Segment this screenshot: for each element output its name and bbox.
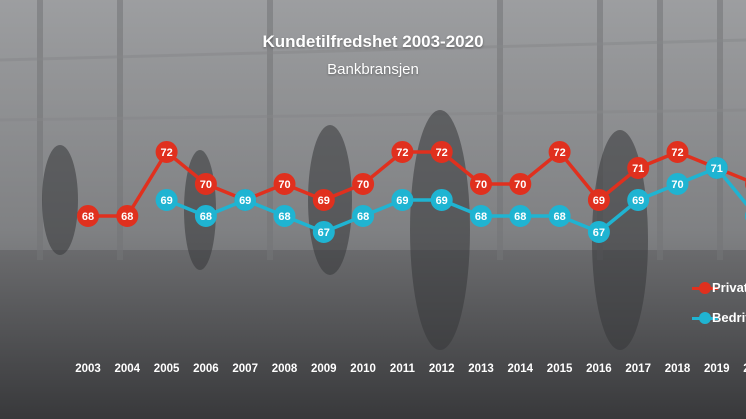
- x-tick-label: 2015: [547, 363, 573, 375]
- x-tick-label: 2016: [586, 363, 612, 375]
- data-point-business: [430, 189, 453, 211]
- data-label-business: 68: [278, 211, 290, 223]
- data-point-business: [470, 205, 492, 227]
- data-label-business: 67: [318, 227, 330, 239]
- data-label-business: 69: [632, 195, 644, 207]
- data-label-private: 70: [278, 179, 290, 191]
- chart-subtitle: Bankbransjen: [327, 61, 419, 78]
- data-label-business: 68: [475, 211, 487, 223]
- data-point-private: [548, 141, 571, 163]
- data-point-private: [194, 173, 217, 195]
- x-tick-label: 2018: [665, 363, 691, 375]
- x-tick-label: 2008: [272, 363, 298, 375]
- data-label-business: 69: [436, 195, 448, 207]
- data-label-business: 67: [593, 227, 605, 239]
- data-point-private: [470, 173, 492, 195]
- data-label-private: 69: [318, 195, 330, 207]
- data-point-business: [705, 157, 728, 179]
- data-point-private: [587, 189, 610, 211]
- data-point-business: [352, 205, 375, 227]
- data-point-private: [509, 173, 532, 195]
- data-label-private: 68: [82, 211, 94, 223]
- x-tick-label: 2011: [390, 363, 416, 375]
- data-label-private: 72: [553, 147, 565, 159]
- x-tick-label: 2019: [704, 363, 730, 375]
- data-point-business: [194, 205, 217, 227]
- data-point-private: [155, 141, 178, 163]
- series-line-business: [165, 166, 746, 234]
- data-label-business: 69: [396, 195, 408, 207]
- data-point-private: [627, 157, 650, 179]
- data-point-business: [155, 189, 178, 211]
- data-point-business: [509, 205, 532, 227]
- data-point-private: [666, 141, 689, 163]
- data-label-business: 68: [357, 211, 369, 223]
- chart-title: Kundetilfredshet 2003-2020: [262, 32, 484, 51]
- data-point-private: [391, 141, 414, 163]
- data-point-business: [627, 189, 650, 211]
- data-point-private: [312, 189, 335, 211]
- data-point-private: [273, 173, 296, 195]
- data-point-business: [391, 189, 414, 211]
- data-point-business: [666, 173, 689, 195]
- data-label-business: 70: [671, 179, 683, 191]
- data-point-private: [116, 205, 139, 227]
- data-label-private: 72: [396, 147, 408, 159]
- data-point-business: [587, 221, 610, 243]
- data-label-business: 69: [239, 195, 251, 207]
- data-label-private: 70: [357, 179, 369, 191]
- data-label-business: 68: [200, 211, 212, 223]
- data-label-private: 70: [514, 179, 526, 191]
- data-label-business: 69: [160, 195, 172, 207]
- chart-legend: Privat Bedrift: [686, 270, 746, 350]
- data-point-business: [273, 205, 296, 227]
- data-label-business: 68: [514, 211, 526, 223]
- legend-marker-business: [699, 312, 711, 324]
- data-label-private: 68: [121, 211, 133, 223]
- data-label-private: 69: [593, 195, 605, 207]
- x-tick-label: 2009: [311, 363, 337, 375]
- data-label-private: 72: [671, 147, 683, 159]
- data-label-private: 70: [475, 179, 487, 191]
- data-point-business: [234, 189, 257, 211]
- data-point-private: [430, 141, 453, 163]
- legend-label-business: Bedrift: [712, 310, 746, 325]
- legend-marker-private: [699, 282, 711, 294]
- x-tick-label: 2012: [429, 363, 455, 375]
- data-label-private: 72: [160, 147, 172, 159]
- x-tick-label: 2013: [468, 363, 494, 375]
- data-label-private: 70: [200, 179, 212, 191]
- data-point-private: [77, 205, 99, 227]
- x-tick-label: 2004: [115, 363, 141, 375]
- data-label-business: 68: [553, 211, 565, 223]
- data-point-business: [312, 221, 335, 243]
- legend-label-private: Privat: [712, 280, 746, 295]
- data-label-private: 71: [632, 163, 644, 175]
- x-tick-label: 2020: [743, 363, 746, 375]
- x-tick-label: 2007: [232, 363, 258, 375]
- x-tick-label: 2010: [350, 363, 376, 375]
- x-tick-label: 2017: [625, 363, 651, 375]
- x-tick-label: 2014: [508, 363, 534, 375]
- x-tick-label: 2003: [75, 363, 101, 375]
- x-tick-label: 2005: [154, 363, 180, 375]
- data-label-business: 71: [711, 163, 723, 175]
- data-point-business: [548, 205, 571, 227]
- data-label-private: 72: [436, 147, 448, 159]
- x-tick-label: 2006: [193, 363, 219, 375]
- data-point-private: [352, 173, 375, 195]
